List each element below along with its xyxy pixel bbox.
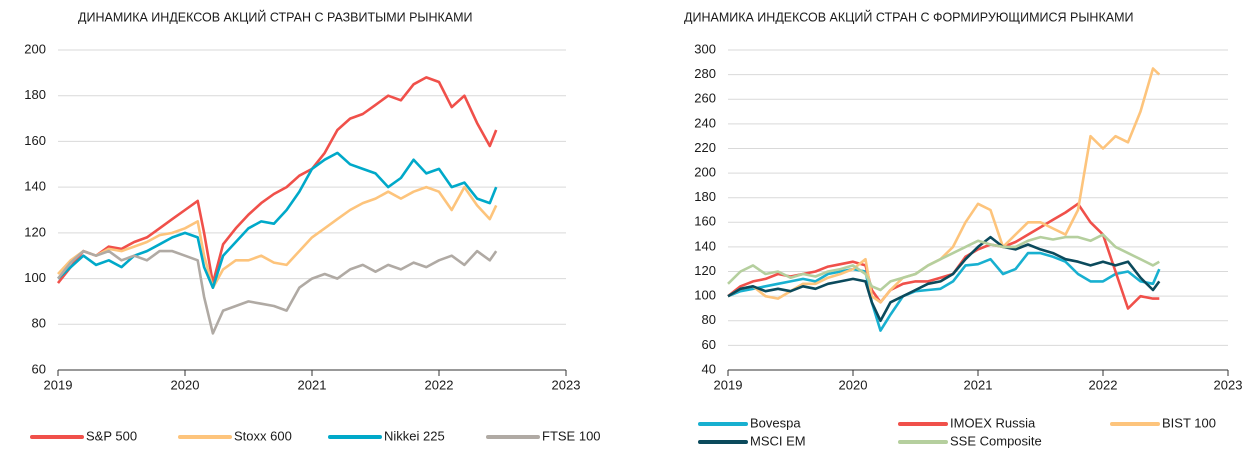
y-tick-label: 120 [694, 263, 716, 278]
y-tick-label: 60 [702, 337, 716, 352]
y-tick-label: 240 [694, 115, 716, 130]
series-line [727, 233, 1160, 292]
y-tick-label: 100 [694, 288, 716, 303]
y-tick-label: 120 [24, 224, 46, 239]
y-tick-label: 200 [694, 165, 716, 180]
chart-title: ДИНАМИКА ИНДЕКСОВ АКЦИЙ СТРАН С ФОРМИРУЮ… [684, 9, 1133, 24]
y-tick-label: 140 [24, 179, 46, 194]
y-tick-label: 200 [24, 41, 46, 56]
y-tick-label: 80 [702, 312, 716, 327]
legend-label: BIST 100 [1162, 415, 1216, 430]
legend-label: Nikkei 225 [384, 428, 445, 443]
series-line [727, 235, 1161, 323]
legend-label: MSCI EM [750, 433, 806, 448]
y-tick-label: 140 [694, 238, 716, 253]
legend-label: Stoxx 600 [234, 428, 292, 443]
x-tick-label: 2023 [552, 377, 581, 392]
series-line [56, 76, 498, 285]
x-tick-label: 2020 [171, 377, 200, 392]
y-tick-label: 60 [32, 361, 46, 376]
y-tick-label: 80 [32, 316, 46, 331]
y-tick-label: 180 [24, 87, 46, 102]
x-tick-label: 2021 [964, 377, 993, 392]
y-tick-label: 160 [24, 133, 46, 148]
y-tick-label: 260 [694, 91, 716, 106]
y-tick-label: 160 [694, 214, 716, 229]
legend-label: S&P 500 [86, 428, 137, 443]
x-tick-label: 2021 [298, 377, 327, 392]
y-tick-label: 100 [24, 270, 46, 285]
y-tick-label: 180 [694, 189, 716, 204]
x-tick-label: 2019 [44, 377, 73, 392]
y-tick-label: 300 [694, 41, 716, 56]
series-line [57, 151, 498, 289]
y-tick-label: 40 [702, 361, 716, 376]
x-tick-label: 2020 [839, 377, 868, 392]
x-tick-label: 2019 [714, 377, 743, 392]
legend-label: SSE Composite [950, 433, 1042, 448]
legend-label: IMOEX Russia [950, 415, 1036, 430]
series-line [57, 185, 498, 289]
series-line [727, 251, 1161, 332]
legend-label: FTSE 100 [542, 428, 601, 443]
x-tick-label: 2023 [1214, 377, 1243, 392]
x-tick-label: 2022 [1089, 377, 1118, 392]
series-line [727, 67, 1161, 304]
series-line [56, 249, 498, 335]
x-tick-label: 2022 [425, 377, 454, 392]
y-tick-label: 280 [694, 66, 716, 81]
chart-title: ДИНАМИКА ИНДЕКСОВ АКЦИЙ СТРАН С РАЗВИТЫМ… [78, 9, 473, 24]
legend-label: Bovespa [750, 415, 801, 430]
y-tick-label: 220 [694, 140, 716, 155]
